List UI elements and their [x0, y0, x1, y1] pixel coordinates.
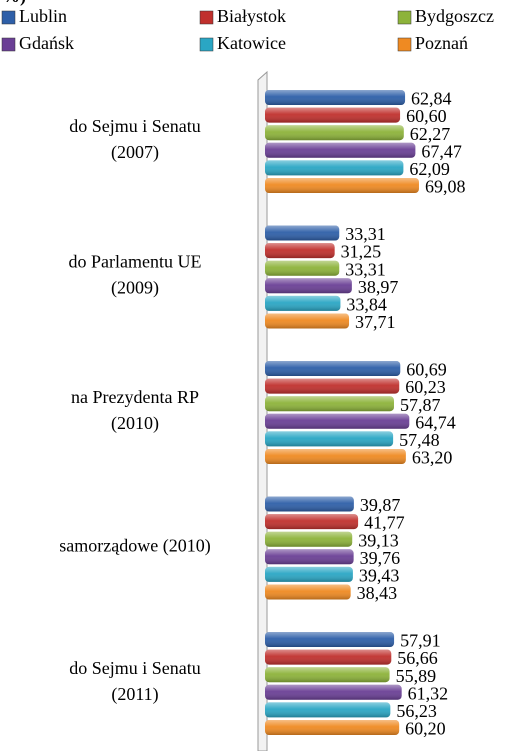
bar-shine — [265, 243, 335, 259]
category-label: samorządowe (2010) — [59, 535, 210, 556]
value-label: 62,27 — [410, 124, 451, 144]
bar-shine — [265, 549, 354, 565]
bar-shine — [265, 107, 401, 123]
bar-shine — [265, 413, 410, 429]
value-label: 60,69 — [406, 360, 447, 380]
value-label: 39,76 — [360, 548, 401, 568]
legend-swatch — [1, 10, 16, 25]
bar-shine — [265, 649, 392, 665]
value-label: 60,20 — [405, 719, 446, 739]
value-label: 57,91 — [400, 631, 441, 651]
bar-shine — [265, 90, 406, 105]
value-label: 33,84 — [346, 295, 387, 315]
value-label: 33,31 — [345, 224, 386, 244]
bar-shine — [265, 431, 394, 447]
legend-label: Białystok — [217, 6, 286, 26]
bar-shine — [265, 514, 359, 530]
category-label: na Prezydenta RP — [71, 387, 199, 407]
bar-shine — [265, 125, 404, 141]
value-label: 56,66 — [397, 648, 438, 668]
value-label: 39,87 — [360, 495, 401, 515]
value-label: 55,89 — [396, 666, 437, 686]
bar-shine — [265, 260, 340, 276]
bar-shine — [265, 566, 353, 582]
value-label: 60,23 — [405, 377, 446, 397]
bar-shine — [265, 142, 416, 158]
value-label: 38,43 — [357, 583, 398, 603]
bar-shine — [265, 295, 341, 311]
legend-swatch — [1, 37, 16, 52]
bar-shine — [265, 720, 400, 735]
bar-shine — [265, 178, 419, 193]
value-label: 57,48 — [399, 430, 440, 450]
chart-title: %) — [2, 0, 26, 7]
value-label: 39,43 — [359, 566, 400, 586]
legend-swatch — [199, 37, 214, 52]
category-label: (2011) — [111, 684, 158, 705]
value-label: 31,25 — [341, 242, 382, 262]
legend-label: Bydgoszcz — [415, 6, 494, 26]
value-label: 64,74 — [415, 412, 456, 432]
value-label: 57,87 — [400, 395, 441, 415]
bar-shine — [265, 584, 351, 600]
bar-shine — [265, 684, 402, 700]
value-label: 62,09 — [409, 159, 450, 179]
legend-label: Lublin — [19, 6, 67, 26]
value-label: 63,20 — [412, 448, 453, 468]
value-label: 33,31 — [345, 259, 386, 279]
value-label: 61,32 — [408, 683, 449, 703]
category-label: do Parlamentu UE — [69, 251, 202, 271]
bar-shine — [265, 531, 353, 547]
value-label: 56,23 — [396, 701, 437, 721]
value-label: 62,84 — [411, 89, 452, 109]
legend-swatch — [397, 10, 412, 25]
category-label: do Sejmu i Senatu — [69, 116, 201, 136]
category-label: do Sejmu i Senatu — [69, 658, 201, 678]
bar-shine — [265, 160, 404, 176]
bar-shine — [265, 702, 391, 718]
value-label: 37,71 — [355, 312, 396, 332]
axis-wall — [257, 70, 268, 752]
bar-shine — [265, 225, 340, 241]
bar-shine — [265, 278, 352, 294]
bar-shine — [265, 361, 401, 376]
value-label: 67,47 — [421, 141, 462, 161]
value-label: 69,08 — [425, 177, 466, 197]
value-label: 38,97 — [358, 277, 399, 297]
legend-swatch — [397, 37, 412, 52]
value-label: 60,60 — [406, 106, 447, 126]
legend-swatch — [199, 10, 214, 25]
category-label: (2010) — [111, 413, 159, 434]
legend-label: Gdańsk — [19, 33, 74, 53]
bar-shine — [265, 632, 395, 647]
bar-shine — [265, 449, 406, 464]
category-label: (2009) — [111, 277, 159, 298]
bar-shine — [265, 667, 390, 683]
legend-label: Poznań — [415, 33, 468, 53]
legend-label: Katowice — [217, 33, 286, 53]
bar-shine — [265, 313, 350, 329]
category-label: (2007) — [111, 142, 159, 163]
value-label: 41,77 — [364, 513, 405, 533]
bar-shine — [265, 496, 354, 512]
bar-shine — [265, 378, 400, 394]
value-label: 39,13 — [358, 530, 399, 550]
bar-shine — [265, 396, 394, 412]
